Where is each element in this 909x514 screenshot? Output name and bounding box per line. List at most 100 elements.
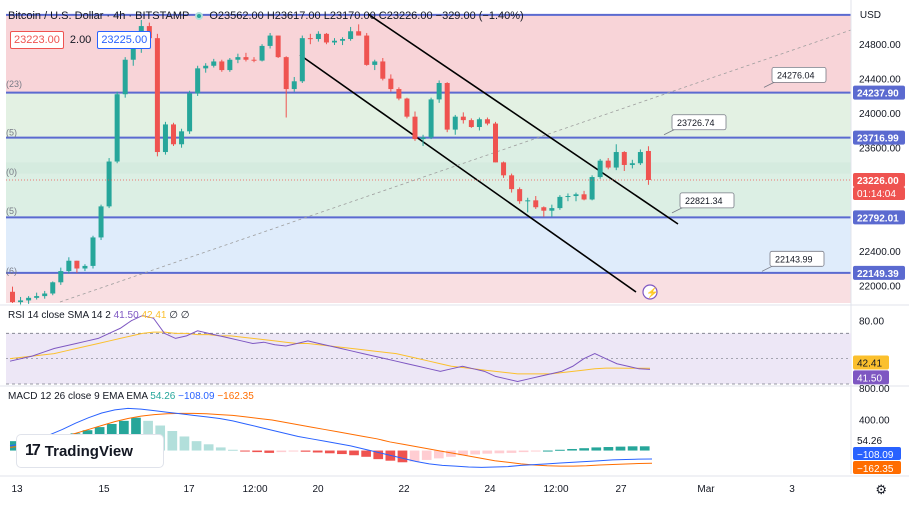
- time-axis[interactable]: 13 15 17 12:00 20 22 24 12:00 27 Mar 3: [0, 475, 909, 495]
- macd-line: [9, 407, 653, 468]
- macd-legend[interactable]: MACD 12 26 close 9 EMA EMA 54.26 −108.09…: [8, 391, 254, 402]
- macd-histogram-bar: [579, 448, 590, 451]
- currency-label[interactable]: USD: [859, 10, 881, 21]
- price-tick-label: 22000.00: [859, 282, 901, 293]
- rsi-value-tag-label: 42.41: [857, 358, 882, 369]
- time-tick-label: 12:00: [543, 484, 568, 495]
- rsi-line: [9, 315, 651, 382]
- rsi-value: 41.50: [113, 310, 139, 321]
- macd-histogram-bar: [397, 450, 408, 463]
- macd-histogram-bar: [421, 450, 432, 460]
- macd-histogram-bar: [639, 446, 650, 451]
- macd-histogram-bar: [361, 450, 371, 457]
- price-tag-label: 22792.01: [857, 213, 899, 224]
- price-tick-label: 24000.00: [859, 109, 901, 120]
- macd-histogram-bar: [446, 450, 456, 457]
- macd-histogram-bar: [567, 448, 577, 451]
- macd-histogram-bar: [482, 450, 493, 454]
- candle-body: [50, 282, 56, 294]
- candle-body: [122, 59, 128, 95]
- candle-body: [114, 94, 120, 162]
- candle-body: [130, 48, 136, 60]
- candle-body: [106, 161, 112, 207]
- candle-body: [364, 35, 370, 65]
- candle-body: [291, 81, 297, 90]
- macd-value-tag: [853, 461, 901, 474]
- macd-histogram-bar: [179, 436, 190, 451]
- symbol-header: Bitcoin / U.S. Dollar · 4h · BITSTAMP O2…: [8, 10, 524, 22]
- candle-body: [171, 124, 176, 145]
- buy-button[interactable]: 23225.00: [97, 31, 152, 49]
- time-tick-label: 27: [615, 484, 627, 495]
- tradingview-logo[interactable]: 17 TradingView: [17, 435, 163, 467]
- rsi-legend[interactable]: RSI 14 close SMA 14 2 41.50 42.41 ∅ ∅: [8, 310, 189, 321]
- macd-value-tag-label: −162.35: [857, 464, 894, 475]
- macd-histogram-bar: [300, 450, 311, 452]
- sell-button[interactable]: 23223.00: [10, 31, 64, 49]
- macd-histogram-bar: [228, 449, 238, 451]
- callout-label: 23726.74: [677, 118, 715, 128]
- candle-body: [315, 33, 321, 40]
- candle-body: [565, 196, 571, 198]
- macd-histogram-bar: [409, 450, 420, 462]
- time-tick-label: Mar: [697, 484, 715, 495]
- candle-body: [428, 99, 434, 138]
- candle-body: [404, 98, 410, 117]
- candle-body: [66, 260, 72, 272]
- candle-body: [452, 116, 458, 130]
- candle-body: [98, 206, 104, 238]
- price-tag: [853, 210, 905, 225]
- price-tick-label: 23600.00: [859, 144, 901, 155]
- candle-body: [621, 152, 627, 165]
- fib-left-label: (5): [6, 127, 17, 137]
- fib-left-label: (6): [6, 266, 17, 276]
- candle-body: [541, 207, 547, 211]
- candle-body: [251, 59, 257, 61]
- macd-value-tag-label: −108.09: [857, 450, 894, 461]
- macd-tick-label: 400.00: [859, 415, 890, 426]
- macd-histogram-bar: [167, 431, 178, 451]
- callout-label: 24276.04: [777, 70, 815, 80]
- candle-body: [645, 150, 651, 180]
- channel-lower-line: [299, 54, 637, 293]
- candle-body: [629, 163, 635, 165]
- symbol-title[interactable]: Bitcoin / U.S. Dollar · 4h · BITSTAMP: [8, 10, 190, 22]
- candle-body: [444, 83, 450, 130]
- price-axis[interactable]: 24800.00 24400.00 24000.00 23600.00 22400.00…: [850, 0, 909, 514]
- trend-channel[interactable]: ⚡: [59, 13, 852, 303]
- candle-body: [211, 61, 217, 66]
- time-tick-label: 17: [183, 484, 195, 495]
- fib-zone-inner: [6, 162, 851, 174]
- settings-gear-icon[interactable]: ⚙: [875, 482, 887, 497]
- candle-body: [299, 38, 305, 82]
- price-callouts: 24276.04 23726.74 22821.34 22143.99: [663, 66, 827, 272]
- fib-left-label: (23): [6, 79, 22, 89]
- candle-body: [589, 177, 595, 200]
- candle-body: [74, 260, 80, 269]
- macd-histogram-bar: [591, 447, 602, 451]
- price-tag-label: 23226.00: [857, 176, 899, 187]
- candle-body: [323, 33, 329, 43]
- candle-body: [581, 194, 587, 200]
- macd-histogram-bar: [627, 446, 638, 451]
- candle-body: [484, 119, 490, 124]
- candle-body: [259, 45, 265, 61]
- candle-body: [372, 61, 378, 65]
- macd-histogram-bar: [324, 450, 335, 454]
- candle-body: [10, 291, 15, 303]
- macd-histogram-bar: [312, 450, 323, 453]
- candle-body: [573, 194, 579, 197]
- price-tag-label: 23716.99: [857, 134, 899, 145]
- tradingview-logo-icon: 17: [25, 442, 41, 459]
- time-tick-label: 24: [484, 484, 496, 495]
- time-tick-label: 22: [398, 484, 410, 495]
- macd-histogram-bar: [542, 450, 553, 452]
- candle-body: [436, 83, 442, 100]
- macd-histogram-bar: [555, 449, 565, 451]
- macd-histogram-bar: [240, 450, 250, 452]
- candle-body: [517, 189, 523, 202]
- macd-histogram-bar: [603, 447, 614, 451]
- candlestick-series: [6, 20, 851, 306]
- rsi-value-tag: [853, 370, 889, 385]
